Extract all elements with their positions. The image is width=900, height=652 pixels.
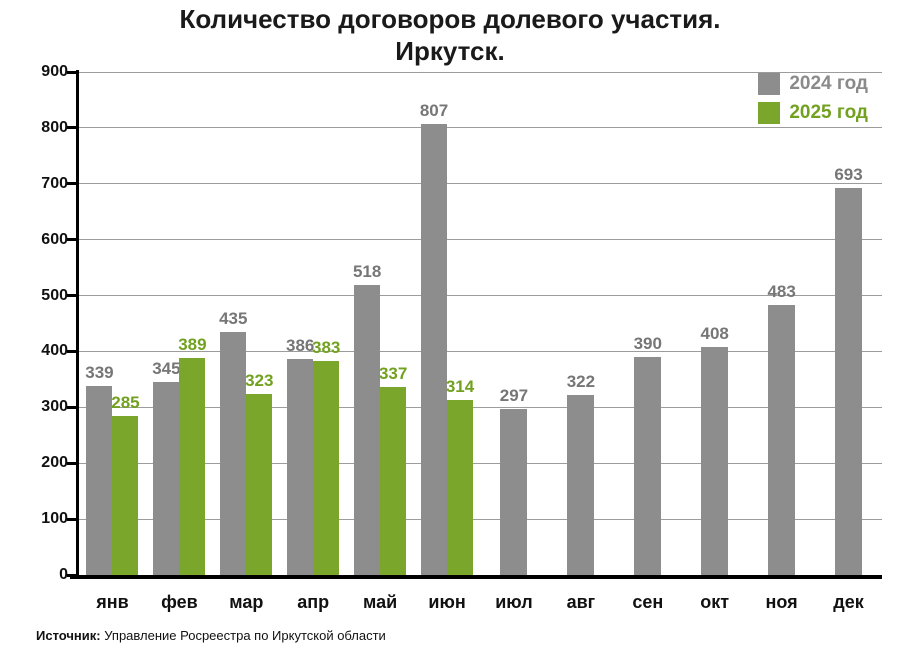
bar-2025-фев: [179, 357, 206, 575]
month-label-ноя: ноя: [765, 592, 798, 612]
y-tick-mark: [67, 182, 76, 186]
legend-item-2024: 2024 год: [758, 73, 868, 95]
value-label: 386: [286, 336, 315, 356]
y-tick-label: 200: [41, 454, 68, 472]
value-label: 337: [378, 363, 408, 383]
value-label: 345: [152, 359, 181, 379]
source-label: Источник:: [36, 628, 101, 643]
gridline: [79, 183, 882, 185]
gridline: [79, 295, 882, 297]
month-label-апр: апр: [297, 592, 330, 612]
bar-2024-сен: [634, 357, 662, 575]
legend-label-2024: 2024 год: [789, 73, 868, 94]
gridline: [79, 239, 882, 241]
y-tick-mark: [67, 405, 76, 409]
bar-2025-май: [380, 386, 407, 575]
y-tick-mark: [67, 517, 76, 521]
value-label: 435: [219, 308, 248, 328]
legend: 2024 год 2025 год: [758, 73, 868, 131]
y-tick-mark: [67, 126, 76, 130]
x-axis-line: [70, 575, 882, 579]
legend-swatch-2024: [758, 73, 781, 95]
gridline: [79, 462, 882, 464]
y-tick-mark: [67, 461, 76, 465]
value-label: 807: [419, 100, 449, 120]
source-text: Управление Росреестра по Иркутской облас…: [100, 628, 386, 643]
gridline: [79, 406, 882, 408]
value-label: 693: [834, 164, 863, 184]
month-label-июл: июл: [495, 592, 533, 612]
legend-swatch-2025: [758, 102, 781, 124]
value-label: 297: [499, 386, 529, 405]
gridline: [79, 518, 882, 520]
value-label: 483: [767, 282, 796, 302]
bar-2024-ноя: [768, 305, 796, 575]
value-label: 285: [111, 392, 140, 412]
value-label: 390: [633, 334, 662, 354]
value-label: 383: [312, 337, 341, 357]
bar-2024-июн: [421, 123, 448, 575]
month-label-янв: янв: [96, 592, 129, 612]
y-tick-label: 500: [41, 286, 68, 304]
value-label: 323: [245, 371, 274, 391]
bar-2024-апр: [287, 359, 314, 575]
bar-2025-апр: [313, 360, 340, 575]
bar-2025-мар: [246, 394, 273, 575]
chart-title-line2: Иркутск.: [395, 35, 505, 66]
month-label-окт: окт: [700, 592, 730, 612]
value-label: 314: [445, 376, 475, 396]
y-tick-label: 900: [41, 63, 68, 80]
bar-2025-июн: [447, 399, 474, 575]
gridline: [79, 350, 882, 352]
bar-2024-мар: [220, 331, 247, 575]
chart-title-line1: Количество договоров долевого участия.: [179, 4, 721, 34]
y-tick-mark: [67, 238, 76, 242]
y-tick-label: 600: [41, 230, 68, 248]
bar-2024-фев: [153, 382, 180, 575]
y-tick-mark: [67, 349, 76, 353]
gridline: [79, 127, 882, 129]
bar-2024-май: [354, 285, 381, 575]
source-note: Источник: Управление Росреестра по Иркут…: [36, 628, 386, 643]
value-label: 518: [352, 262, 382, 282]
month-label-мар: мар: [229, 592, 264, 612]
bar-2024-янв: [86, 385, 113, 575]
y-tick-label: 0: [59, 566, 68, 583]
chart-title: Количество договоров долевого участия. И…: [0, 4, 900, 67]
y-tick-mark: [67, 294, 76, 298]
y-axis-line: [76, 70, 79, 577]
bar-2024-дек: [835, 187, 863, 575]
bar-2024-окт: [701, 346, 729, 575]
month-label-дек: дек: [833, 592, 864, 612]
value-label: 322: [566, 372, 596, 392]
bar-2024-авг: [567, 395, 595, 575]
y-tick-label: 700: [41, 174, 68, 192]
legend-item-2025: 2025 год: [758, 102, 868, 124]
y-tick-label: 100: [41, 510, 68, 528]
bar-2025-янв: [112, 415, 139, 575]
bar-2024-июл: [500, 409, 528, 575]
month-label-сен: сен: [632, 592, 664, 612]
month-label-фев: фев: [161, 592, 198, 612]
y-tick-label: 400: [41, 342, 68, 360]
legend-label-2025: 2025 год: [789, 102, 868, 123]
y-tick-label: 300: [41, 398, 68, 416]
value-label: 389: [178, 334, 207, 354]
value-label: 339: [85, 362, 114, 382]
y-tick-mark: [67, 70, 76, 74]
gridline: [79, 71, 882, 73]
month-label-май: май: [363, 592, 398, 612]
month-label-авг: авг: [566, 592, 596, 612]
month-label-июн: июн: [428, 592, 466, 612]
y-tick-label: 800: [41, 118, 68, 136]
value-label: 408: [700, 323, 729, 343]
plot-area: 339 285 345 389 435 323 386 383 518 337 807 314 297 3…: [79, 71, 882, 575]
